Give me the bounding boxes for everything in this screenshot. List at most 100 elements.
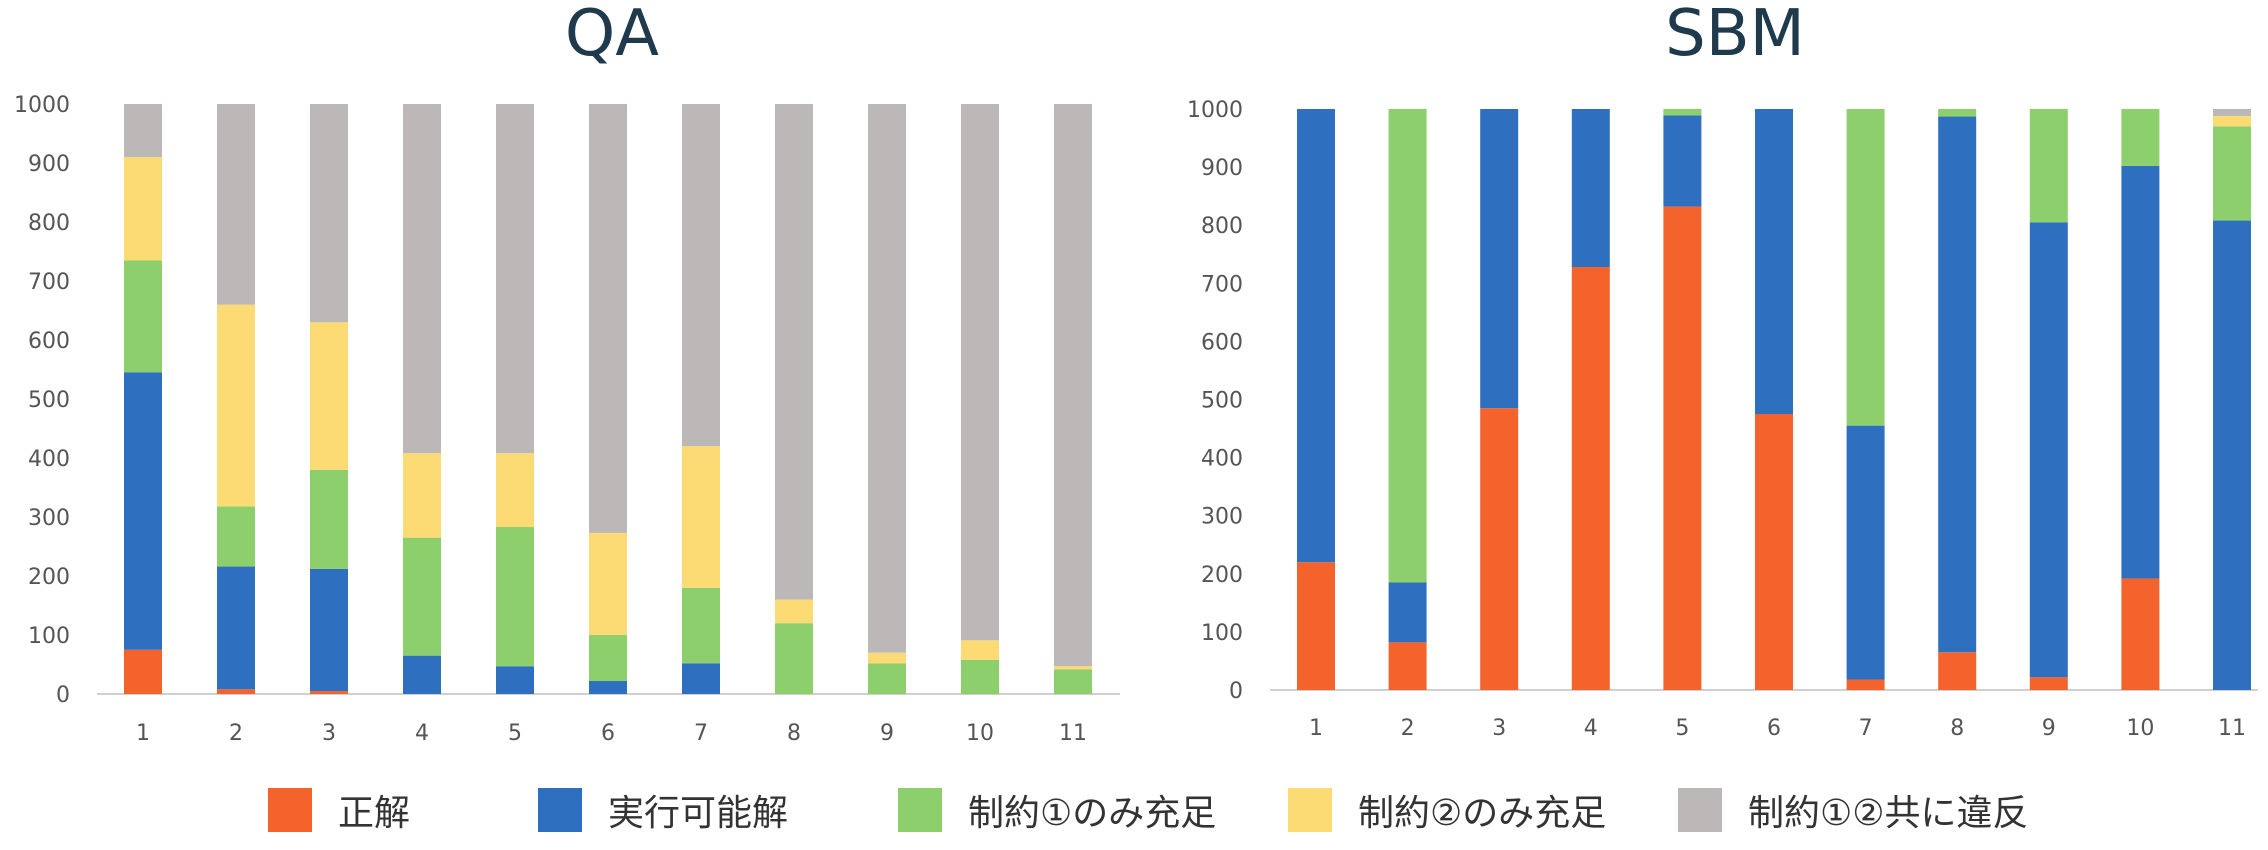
bar-segment — [217, 689, 255, 694]
bar-segment — [1054, 104, 1092, 667]
bar-segment — [1846, 679, 1885, 690]
bar-segment — [124, 157, 162, 261]
y-tick-label: 800 — [28, 211, 70, 236]
x-tick-label: 4 — [415, 721, 429, 746]
bar-segment — [403, 453, 441, 538]
x-tick-label: 2 — [229, 721, 243, 746]
bar-segment — [1297, 562, 1335, 690]
bar-segment — [217, 304, 255, 507]
y-tick-label: 200 — [28, 565, 70, 590]
bar-segment — [589, 635, 627, 682]
bar-segment — [310, 322, 348, 470]
bar-segment — [310, 469, 348, 569]
bar-segment — [310, 691, 348, 694]
x-tick-label: 10 — [2126, 716, 2154, 741]
legend-item-constraint2-only: 制約②のみ充足 — [1288, 780, 1606, 840]
bar-segment — [496, 104, 534, 454]
bar-segment — [868, 104, 906, 653]
bar-segment — [496, 527, 534, 667]
x-tick-label: 8 — [1950, 716, 1964, 741]
legend-swatch-correct — [268, 788, 312, 832]
bar-segment — [403, 537, 441, 656]
bar-segment — [1388, 109, 1427, 583]
y-tick-label: 900 — [1201, 156, 1243, 181]
y-tick-label: 600 — [28, 329, 70, 354]
bar-segment — [310, 568, 348, 692]
y-tick-label: 300 — [28, 506, 70, 531]
y-tick-label: 1000 — [14, 93, 70, 118]
bar-segment — [1571, 109, 1610, 268]
bar-segment — [1938, 116, 1977, 653]
y-tick-label: 500 — [1201, 389, 1243, 414]
x-tick-label: 3 — [322, 721, 336, 746]
x-tick-label: 4 — [1584, 716, 1598, 741]
bar-segment — [2029, 109, 2068, 223]
bar-segment — [775, 623, 813, 694]
sbm-chart-title: SBM — [1665, 0, 1805, 71]
sbm-chart: 0 100 200 300 400 500 600 700 800 900 1000 1 2 3 4 5 6 7 8… — [1187, 98, 2258, 741]
x-tick-label: 8 — [787, 721, 801, 746]
legend-swatch-constraint2-only — [1288, 788, 1332, 832]
x-tick-label: 11 — [2218, 716, 2246, 741]
y-tick-label: 400 — [1201, 447, 1243, 472]
x-tick-label: 1 — [136, 721, 150, 746]
bar-segment — [1571, 267, 1610, 690]
legend-swatch-both-violated — [1678, 788, 1722, 832]
legend-item-constraint1-only: 制約①のみ充足 — [898, 780, 1216, 840]
legend-label-feasible: 実行可能解 — [608, 793, 789, 834]
y-tick-label: 600 — [1201, 330, 1243, 355]
y-tick-label: 100 — [28, 624, 70, 649]
bar-segment — [868, 663, 906, 694]
y-tick-label: 0 — [1229, 679, 1243, 704]
bar-segment — [2029, 222, 2068, 678]
bar-segment — [1663, 206, 1702, 690]
x-tick-label: 5 — [1675, 716, 1689, 741]
bar-segment — [1755, 109, 1793, 415]
x-tick-label: 11 — [1059, 721, 1087, 746]
bar-segment — [124, 260, 162, 373]
bar-segment — [124, 372, 162, 650]
y-tick-label: 700 — [28, 270, 70, 295]
bar-segment — [2213, 126, 2251, 221]
bar-segment — [2213, 109, 2251, 116]
bar-segment — [682, 663, 720, 694]
x-tick-label: 5 — [508, 721, 522, 746]
bar-segment — [775, 599, 813, 624]
bar-segment — [1388, 642, 1427, 690]
bar-segment — [961, 640, 999, 660]
bar-segment — [1480, 408, 1519, 690]
bar-segment — [682, 587, 720, 664]
bar-segment — [868, 652, 906, 664]
legend-item-correct: 正解 — [268, 780, 410, 840]
bar-segment — [124, 104, 162, 158]
x-tick-label: 9 — [2042, 716, 2056, 741]
y-tick-label: 800 — [1201, 214, 1243, 239]
y-tick-label: 0 — [56, 683, 70, 708]
bar-segment — [2121, 109, 2160, 166]
bar-segment — [1663, 115, 1702, 207]
legend-item-both-violated: 制約①②共に違反 — [1678, 780, 2029, 840]
bar-segment — [1846, 425, 1885, 680]
y-tick-label: 700 — [1201, 272, 1243, 297]
bar-segment — [589, 681, 627, 694]
x-tick-label: 3 — [1492, 716, 1506, 741]
bar-segment — [2213, 220, 2251, 690]
bar-segment — [1663, 109, 1702, 116]
bar-segment — [1938, 109, 1977, 117]
bar-segment — [2121, 578, 2160, 690]
bar-segment — [403, 104, 441, 454]
legend-label-correct: 正解 — [338, 793, 411, 834]
qa-chart: 0 100 200 300 400 500 600 700 800 900 1000 1 2 3 4 5 6 7 8… — [14, 93, 1120, 746]
bar-segment — [310, 104, 348, 323]
bar-segment — [217, 506, 255, 567]
y-tick-label: 900 — [28, 152, 70, 177]
qa-chart-title: QA — [565, 0, 659, 71]
bar-segment — [589, 104, 627, 533]
bar-segment — [403, 655, 441, 694]
bar-segment — [217, 104, 255, 305]
bar-segment — [961, 659, 999, 694]
bar-segment — [682, 104, 720, 447]
bar-segment — [1388, 582, 1427, 643]
bar-segment — [961, 104, 999, 641]
